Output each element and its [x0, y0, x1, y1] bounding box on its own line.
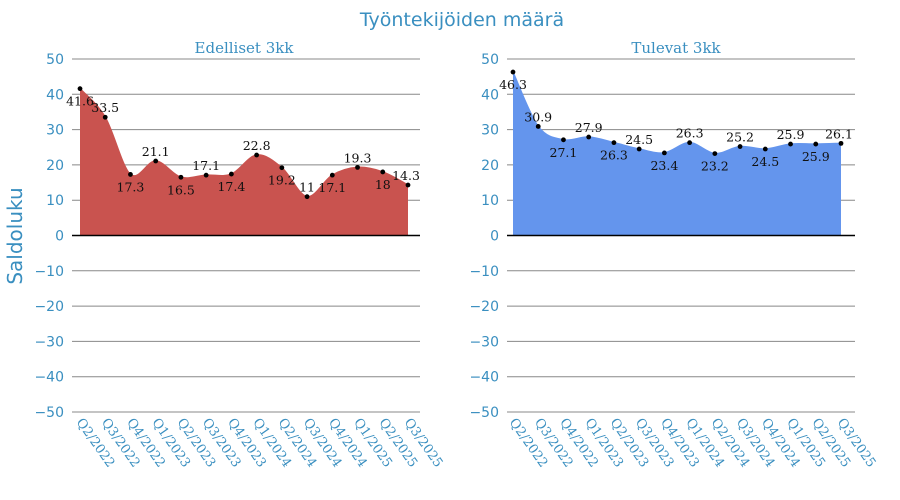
data-label: 17.3 [117, 179, 145, 194]
y-axis-label: Saldoluku [3, 187, 27, 284]
data-point [762, 146, 768, 152]
data-point [254, 152, 260, 158]
data-point [405, 182, 411, 188]
y-tick-label: 20 [46, 158, 64, 174]
y-tick-label: 40 [481, 87, 499, 103]
data-point [304, 194, 310, 200]
data-label: 27.1 [550, 145, 578, 160]
panel-title: Tulevat 3kk [631, 39, 721, 57]
data-point [838, 140, 844, 146]
data-point [636, 146, 642, 152]
data-label: 26.1 [825, 126, 853, 141]
y-tick-label: 30 [46, 123, 64, 139]
data-label: 17.1 [318, 180, 346, 195]
data-label: 24.5 [625, 132, 653, 147]
data-point [153, 158, 159, 164]
data-label: 27.9 [575, 120, 603, 135]
data-label: 14.3 [392, 168, 420, 183]
data-point [611, 140, 617, 146]
y-tick-label: −40 [34, 370, 64, 386]
data-point [102, 114, 108, 120]
data-label: 33.5 [91, 100, 119, 115]
data-point [77, 86, 83, 92]
data-point [561, 137, 566, 143]
data-label: 17.4 [217, 179, 245, 194]
data-point [813, 141, 819, 147]
y-tick-label: −40 [469, 370, 499, 386]
data-label: 16.5 [167, 182, 195, 197]
data-point [586, 134, 592, 140]
y-tick-label: −30 [34, 334, 64, 350]
data-point [228, 171, 234, 177]
data-label: 25.9 [777, 127, 805, 142]
data-label: 25.2 [726, 130, 754, 145]
y-tick-label: 30 [481, 123, 499, 139]
data-point [178, 174, 184, 180]
data-point [355, 164, 360, 170]
y-tick-label: −30 [469, 334, 499, 350]
y-tick-label: −10 [34, 264, 64, 280]
data-point [329, 172, 335, 178]
data-label: 30.9 [524, 109, 552, 124]
series-area [513, 72, 841, 236]
data-point [661, 150, 667, 156]
y-tick-label: −20 [469, 299, 499, 315]
data-label: 23.2 [701, 159, 729, 174]
data-label: 19.3 [344, 150, 372, 165]
y-tick-label: −10 [469, 264, 499, 280]
y-tick-label: 20 [481, 158, 499, 174]
data-point [510, 69, 516, 75]
y-tick-label: 50 [46, 52, 64, 68]
data-label: 46.3 [499, 77, 527, 92]
y-tick-label: −50 [469, 405, 499, 421]
data-label: 26.3 [676, 126, 704, 141]
data-point [128, 172, 133, 177]
data-point [712, 151, 718, 157]
data-label: 17.1 [192, 158, 220, 173]
y-tick-label: −20 [34, 299, 64, 315]
data-label: 23.4 [650, 158, 678, 173]
y-tick-label: 0 [490, 229, 499, 245]
y-tick-label: −50 [34, 405, 64, 421]
data-point [535, 124, 541, 129]
data-point [687, 140, 693, 146]
data-label: 24.5 [751, 154, 779, 169]
data-label: 18 [375, 177, 391, 192]
data-point [279, 165, 285, 171]
data-point [203, 172, 209, 178]
series-area [80, 88, 408, 236]
data-label: 19.2 [268, 173, 296, 188]
y-tick-label: 0 [55, 229, 64, 245]
panel-next-3-months: Tulevat 3kk 50 40 30 20 10 0 −10 −20 −30 −40 −50 46.… [469, 39, 878, 470]
data-point [737, 144, 743, 149]
y-tick-label: 50 [481, 52, 499, 68]
data-point [380, 169, 386, 175]
panel-previous-3-months: Edelliset 3kk 50 40 30 20 10 0 −10 −20 −30 −40 −50 4… [34, 39, 445, 470]
data-label: 25.9 [802, 149, 830, 164]
data-label: 41.6 [66, 94, 94, 109]
data-label: 21.1 [142, 144, 170, 159]
y-tick-label: 10 [481, 193, 499, 209]
data-label: 11 [299, 180, 315, 195]
data-label: 22.8 [243, 138, 271, 153]
y-tick-label: 10 [46, 193, 64, 209]
y-tick-label: 40 [46, 87, 64, 103]
panel-title: Edelliset 3kk [195, 39, 295, 57]
chart-title: Työntekijöiden määrä [359, 9, 564, 31]
data-point [788, 141, 793, 147]
data-label: 26.3 [600, 148, 628, 163]
